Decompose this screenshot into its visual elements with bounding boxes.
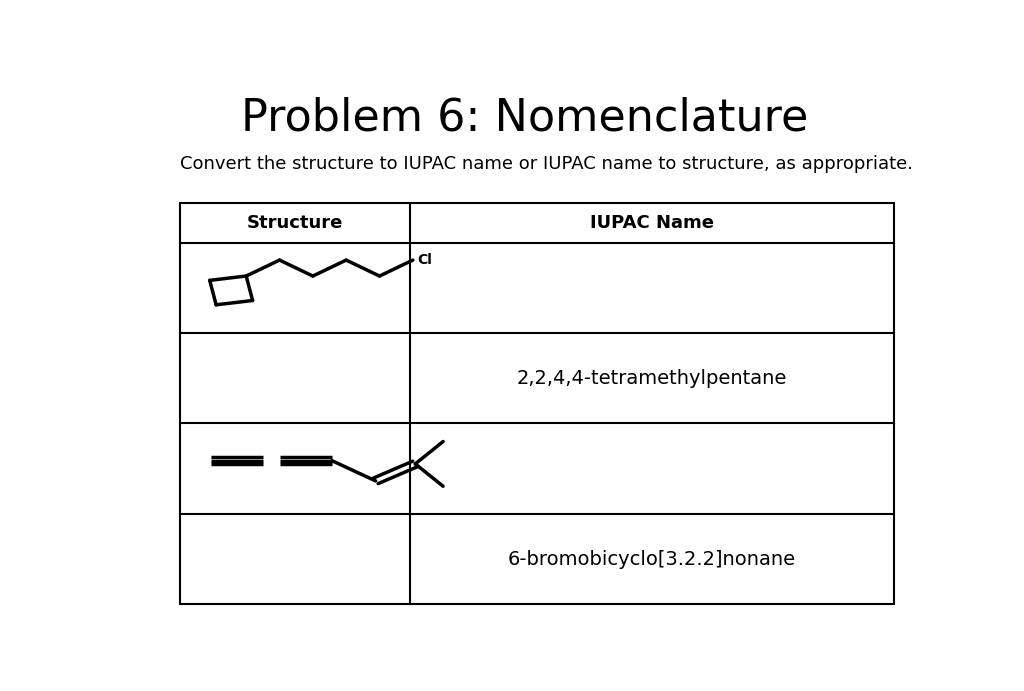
Text: IUPAC Name: IUPAC Name: [590, 214, 714, 231]
Bar: [179, 202, 894, 605]
Text: Cl: Cl: [418, 253, 432, 267]
Text: 6-bromobicyclo[3.2.2]nonane: 6-bromobicyclo[3.2.2]nonane: [508, 549, 796, 569]
Text: Convert the structure to IUPAC name or IUPAC name to structure, as appropriate.: Convert the structure to IUPAC name or I…: [179, 155, 912, 173]
Text: 2,2,4,4-tetramethylpentane: 2,2,4,4-tetramethylpentane: [516, 369, 787, 388]
Text: Problem 6: Nomenclature: Problem 6: Nomenclature: [241, 96, 809, 139]
Text: Structure: Structure: [247, 214, 343, 231]
